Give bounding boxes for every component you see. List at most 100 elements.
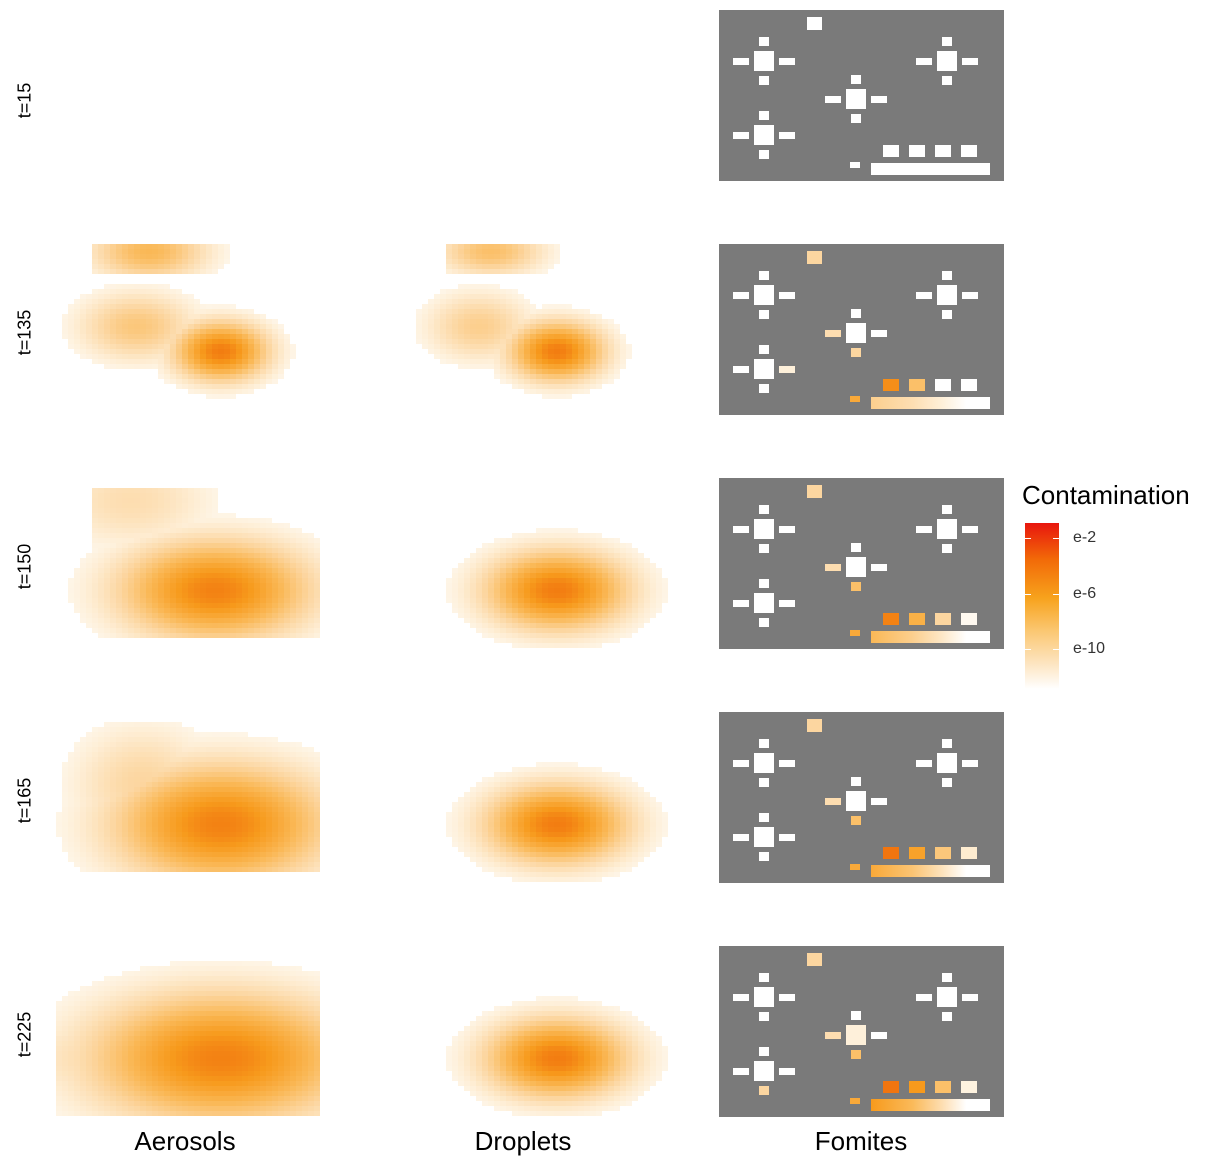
seat-surface: [851, 75, 861, 84]
legend-colorbar: [1025, 523, 1059, 689]
seat-surface: [759, 271, 769, 280]
legend-tick-mark: [1025, 594, 1031, 595]
seat-surface: [851, 1050, 861, 1059]
seat-surface: [759, 505, 769, 514]
seat-surface: [825, 798, 841, 805]
counter-item-surface: [883, 1081, 899, 1093]
table-surface: [846, 791, 866, 811]
table-surface: [846, 323, 866, 343]
counter-item-surface: [935, 145, 951, 157]
seat-surface: [851, 348, 861, 357]
table-surface: [754, 125, 774, 145]
table-surface: [754, 753, 774, 773]
counter-item-surface: [883, 613, 899, 625]
fomite-panel-t135: [719, 244, 1004, 415]
table-surface: [846, 1025, 866, 1045]
fomite-panel-t165: [719, 712, 1004, 883]
door-handle-surface: [807, 719, 822, 732]
column-label-fomites: Fomites: [814, 1126, 908, 1156]
column-label-aerosols: Aerosols: [134, 1126, 236, 1156]
seat-surface: [759, 813, 769, 822]
seat-surface: [851, 1011, 861, 1020]
row-label-text: t=15: [14, 82, 35, 118]
counter-surface: [871, 163, 990, 175]
small-surface: [850, 162, 860, 168]
seat-surface: [759, 739, 769, 748]
counter-item-surface: [961, 613, 977, 625]
seat-surface: [851, 777, 861, 786]
row-label-t165: t=165: [8, 740, 42, 860]
table-surface: [754, 987, 774, 1007]
seat-surface: [871, 1032, 887, 1039]
counter-item-surface: [935, 1081, 951, 1093]
table-surface: [754, 827, 774, 847]
seat-surface: [759, 111, 769, 120]
seat-surface: [759, 973, 769, 982]
small-surface: [850, 1098, 860, 1104]
seat-surface: [825, 330, 841, 337]
legend-tick-label: e-6: [1073, 585, 1097, 602]
seat-surface: [825, 564, 841, 571]
seat-surface: [759, 310, 769, 319]
seat-surface: [942, 505, 952, 514]
small-surface: [850, 864, 860, 870]
seat-surface: [942, 76, 952, 85]
counter-item-surface: [883, 145, 899, 157]
counter-surface: [871, 865, 990, 877]
column-label-droplets: Droplets: [474, 1126, 572, 1156]
seat-surface: [916, 58, 932, 65]
counter-surface: [871, 631, 990, 643]
legend-tick-mark: [1053, 649, 1059, 650]
door-handle-surface: [807, 251, 822, 264]
droplet-heatmap-t150: [404, 478, 668, 648]
table-surface: [937, 987, 957, 1007]
seat-surface: [759, 1012, 769, 1021]
counter-item-surface: [935, 847, 951, 859]
small-surface: [850, 396, 860, 402]
seat-surface: [851, 582, 861, 591]
seat-surface: [733, 600, 749, 607]
seat-surface: [779, 526, 795, 533]
seat-surface: [871, 96, 887, 103]
seat-surface: [759, 1086, 769, 1095]
fomite-panel-t225: [719, 946, 1004, 1117]
seat-surface: [759, 1047, 769, 1056]
seat-surface: [759, 384, 769, 393]
counter-item-surface: [961, 1081, 977, 1093]
counter-item-surface: [961, 379, 977, 391]
seat-surface: [871, 798, 887, 805]
counter-item-surface: [883, 847, 899, 859]
seat-surface: [733, 994, 749, 1001]
table-surface: [937, 51, 957, 71]
counter-surface: [871, 397, 990, 409]
fomite-panel-t15: [719, 10, 1004, 181]
row-label-t150: t=150: [8, 506, 42, 626]
row-label-t135: t=135: [8, 272, 42, 392]
table-surface: [937, 285, 957, 305]
seat-surface: [779, 834, 795, 841]
seat-surface: [779, 994, 795, 1001]
seat-surface: [942, 778, 952, 787]
seat-surface: [733, 58, 749, 65]
table-surface: [937, 519, 957, 539]
aerosol-heatmap-t135: [56, 244, 320, 414]
seat-surface: [916, 994, 932, 1001]
seat-surface: [733, 132, 749, 139]
seat-surface: [779, 132, 795, 139]
table-surface: [754, 285, 774, 305]
aerosol-heatmap-t165: [56, 712, 320, 882]
seat-surface: [942, 739, 952, 748]
counter-item-surface: [909, 145, 925, 157]
fomite-panel-t150: [719, 478, 1004, 649]
seat-surface: [851, 309, 861, 318]
seat-surface: [962, 760, 978, 767]
seat-surface: [759, 618, 769, 627]
seat-surface: [962, 292, 978, 299]
seat-surface: [733, 1068, 749, 1075]
seat-surface: [759, 778, 769, 787]
seat-surface: [825, 1032, 841, 1039]
seat-surface: [851, 543, 861, 552]
table-surface: [754, 1061, 774, 1081]
seat-surface: [759, 579, 769, 588]
counter-item-surface: [909, 1081, 925, 1093]
